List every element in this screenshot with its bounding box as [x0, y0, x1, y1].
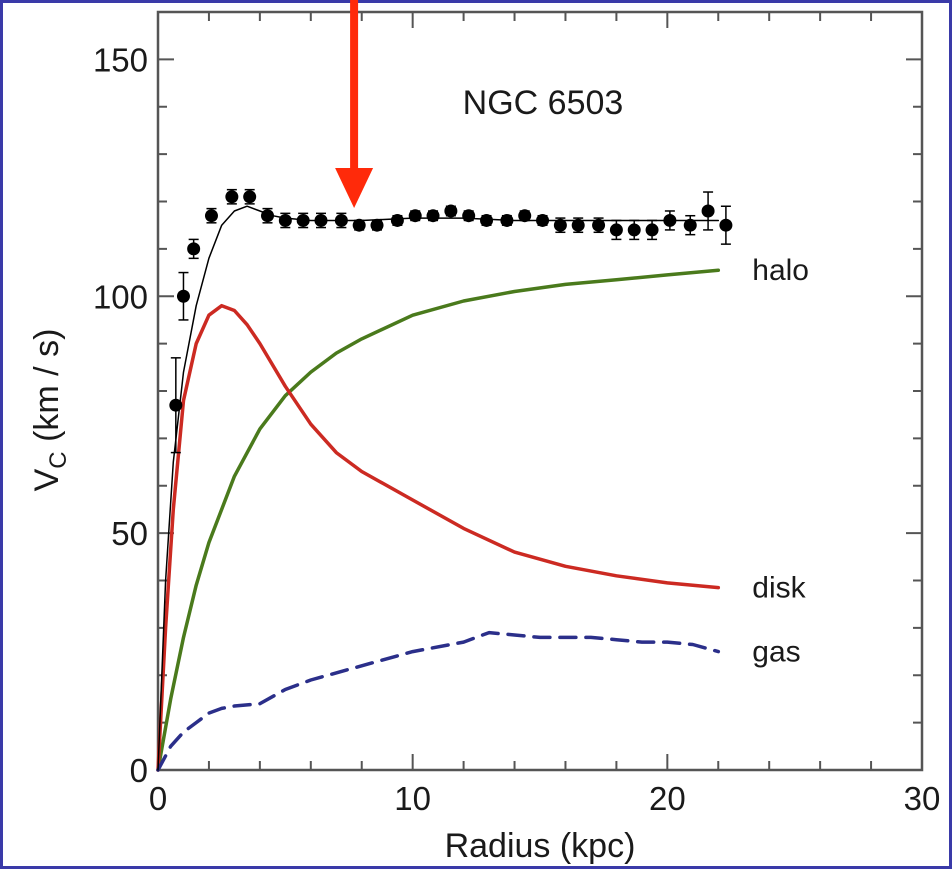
- data-point: [571, 218, 585, 232]
- chart-title: NGC 6503: [463, 84, 624, 122]
- data-point: [444, 204, 458, 218]
- data-point: [278, 213, 292, 227]
- series-label-disk: disk: [752, 572, 806, 605]
- data-point: [426, 209, 440, 223]
- observed-point: [334, 212, 348, 229]
- x-tick-label: 0: [149, 780, 167, 817]
- y-axis-title-sub: C: [45, 451, 72, 468]
- data-point: [176, 289, 190, 303]
- observed-point: [352, 218, 366, 232]
- observed-point: [500, 213, 514, 227]
- observed-point: [553, 217, 567, 234]
- observed-point: [592, 217, 606, 234]
- observed-point: [444, 204, 458, 218]
- observed-point: [187, 238, 201, 260]
- data-point: [370, 218, 384, 232]
- data-point: [352, 218, 366, 232]
- observed-point: [243, 188, 257, 205]
- observed-point: [408, 209, 422, 223]
- x-tick-label: 20: [649, 780, 686, 817]
- y-tick-label: 150: [93, 41, 148, 78]
- observed-point: [536, 213, 550, 227]
- series-label-gas: gas: [752, 636, 800, 669]
- data-point: [592, 218, 606, 232]
- observed-point: [296, 212, 310, 229]
- data-point: [243, 190, 257, 204]
- annotation-arrow-head: [335, 168, 374, 208]
- data-point: [627, 223, 641, 237]
- data-point: [261, 209, 275, 223]
- data-point: [169, 398, 183, 412]
- observed-point: [701, 191, 715, 231]
- data-point: [719, 218, 733, 232]
- data-point: [204, 209, 218, 223]
- observed-point: [645, 219, 659, 241]
- observed-point: [518, 209, 532, 223]
- data-point: [187, 242, 201, 256]
- observed-point: [225, 188, 239, 205]
- data-point: [645, 223, 659, 237]
- observed-point: [663, 210, 677, 231]
- data-point: [536, 213, 550, 227]
- observed-point: [261, 207, 275, 224]
- data-point: [296, 213, 310, 227]
- y-axis-title-main: V: [28, 468, 66, 491]
- axis-ticks: [157, 11, 923, 771]
- series-line-total: [157, 205, 720, 771]
- x-tick-label: 10: [394, 780, 431, 817]
- observed-point: [462, 209, 476, 223]
- y-axis-title: VC (km / s): [28, 329, 72, 492]
- data-point: [518, 209, 532, 223]
- y-tick-label: 0: [130, 752, 148, 789]
- data-point: [683, 218, 697, 232]
- data-point: [408, 209, 422, 223]
- data-point: [462, 209, 476, 223]
- observed-point: [609, 219, 623, 241]
- observed-point: [390, 213, 404, 227]
- y-tick-label: 50: [111, 515, 148, 552]
- observed-point: [426, 209, 440, 223]
- series-label-halo: halo: [752, 254, 809, 287]
- observed-point: [314, 212, 328, 229]
- data-point: [225, 190, 239, 204]
- observed-point: [571, 217, 585, 234]
- observed-point: [278, 212, 292, 229]
- observed-point: [627, 219, 641, 241]
- series-line-disk: [156, 303, 721, 772]
- data-point: [609, 223, 623, 237]
- observed-point: [683, 214, 697, 236]
- data-point: [701, 204, 715, 218]
- data-point: [663, 213, 677, 227]
- series-line-halo: [156, 268, 721, 772]
- data-point: [334, 213, 348, 227]
- observed-point: [719, 205, 733, 245]
- observed-point: [204, 207, 218, 224]
- y-axis-title-unit: (km / s): [28, 329, 66, 452]
- data-point: [553, 218, 567, 232]
- series-line-gas: [156, 630, 721, 772]
- labels-layer: 0 10 20 30 0 50 100 150 halo disk gas: [93, 0, 940, 817]
- plot-frame: [156, 10, 924, 772]
- observed-point: [480, 213, 494, 227]
- x-axis-title: Radius (kpc): [445, 827, 636, 865]
- data-point: [390, 213, 404, 227]
- observed-point: [370, 218, 384, 232]
- data-point: [500, 213, 514, 227]
- y-tick-label: 100: [93, 278, 148, 315]
- observed-point: [176, 271, 190, 321]
- observed-point: [169, 357, 183, 454]
- observed-points-layer: [169, 188, 733, 454]
- data-point: [480, 213, 494, 227]
- series-layer: [156, 205, 721, 772]
- x-tick-label: 30: [904, 780, 941, 817]
- data-point: [314, 213, 328, 227]
